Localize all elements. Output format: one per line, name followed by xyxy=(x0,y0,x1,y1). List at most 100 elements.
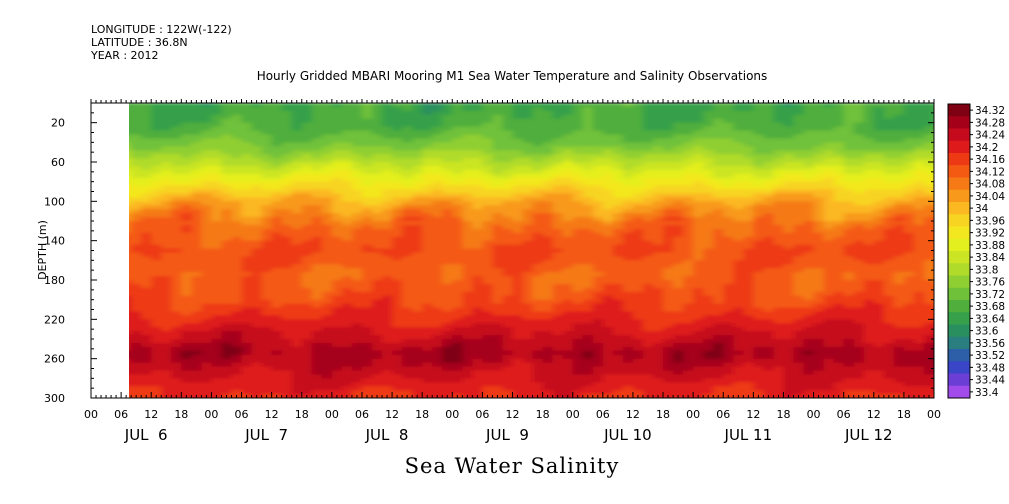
heatmap-cell xyxy=(261,283,273,289)
heatmap-cell xyxy=(512,358,524,364)
heatmap-cell xyxy=(683,299,694,305)
heatmap-cell xyxy=(221,280,233,285)
heatmap-cell xyxy=(733,189,744,195)
heatmap-cell xyxy=(612,303,624,309)
heatmap-cell xyxy=(221,260,233,265)
heatmap-cell xyxy=(492,342,504,348)
heatmap-cell xyxy=(492,126,504,132)
heatmap-cell xyxy=(261,162,273,167)
heatmap-cell xyxy=(392,370,403,375)
heatmap-cell xyxy=(502,378,514,383)
heatmap-cell xyxy=(542,221,554,226)
heatmap-cell xyxy=(472,165,483,171)
heatmap-cell xyxy=(452,295,463,301)
heatmap-cell xyxy=(462,327,473,332)
heatmap-cell xyxy=(412,362,423,368)
heatmap-cell xyxy=(392,122,403,128)
heatmap-cell xyxy=(331,165,343,171)
heatmap-cell xyxy=(392,193,403,198)
heatmap-cell xyxy=(412,103,423,108)
heatmap-cell xyxy=(592,252,604,257)
heatmap-cell xyxy=(673,342,684,348)
heatmap-cell xyxy=(522,114,534,120)
heatmap-cell xyxy=(331,291,343,297)
heatmap-cell xyxy=(532,150,544,155)
heatmap-cell xyxy=(351,169,363,175)
heatmap-cell xyxy=(653,221,664,226)
heatmap-cell xyxy=(743,264,754,269)
heatmap-cell xyxy=(181,181,192,187)
heatmap-cell xyxy=(512,197,524,202)
heatmap-cell xyxy=(341,177,353,183)
heatmap-cell xyxy=(472,366,483,372)
heatmap-cell xyxy=(161,339,172,344)
heatmap-cell xyxy=(713,358,724,364)
heatmap-cell xyxy=(271,240,283,246)
heatmap-cell xyxy=(301,110,313,116)
heatmap-cell xyxy=(642,295,654,301)
heatmap-cell xyxy=(753,283,764,289)
heatmap-cell xyxy=(642,331,654,336)
heatmap-cell xyxy=(131,276,142,281)
heatmap-cell xyxy=(693,248,704,254)
heatmap-cell xyxy=(612,110,624,116)
heatmap-cell xyxy=(129,252,132,257)
heatmap-cell xyxy=(402,295,413,301)
heatmap-cell xyxy=(351,189,363,195)
heatmap-cell xyxy=(723,154,734,159)
heatmap-cell xyxy=(261,248,273,254)
heatmap-cell xyxy=(231,331,243,336)
heatmap-cell xyxy=(713,118,724,124)
heatmap-cell xyxy=(141,173,152,179)
heatmap-cell xyxy=(241,303,253,309)
heatmap-cell xyxy=(572,299,584,305)
heatmap-cell xyxy=(452,319,463,324)
heatmap-cell xyxy=(129,248,132,254)
heatmap-cell xyxy=(673,256,684,261)
heatmap-cell xyxy=(472,130,483,136)
heatmap-cell xyxy=(763,252,775,257)
heatmap-cell xyxy=(382,228,393,234)
heatmap-cell xyxy=(472,370,483,375)
heatmap-cell xyxy=(562,311,574,316)
heatmap-cell xyxy=(261,173,273,179)
heatmap-cell xyxy=(181,291,192,297)
heatmap-cell xyxy=(753,232,764,238)
heatmap-cell xyxy=(532,248,544,254)
heatmap-cell xyxy=(392,276,403,281)
heatmap-cell xyxy=(341,390,353,395)
heatmap-cell xyxy=(151,299,162,305)
heatmap-cell xyxy=(572,114,584,120)
heatmap-cell xyxy=(442,295,453,301)
heatmap-cell xyxy=(331,276,343,281)
heatmap-cell xyxy=(562,339,574,344)
heatmap-cell xyxy=(211,122,223,128)
heatmap-cell xyxy=(512,287,524,293)
heatmap-cell xyxy=(763,138,775,143)
heatmap-cell xyxy=(201,197,213,202)
heatmap-cell xyxy=(392,291,403,297)
heatmap-cell xyxy=(261,311,273,316)
heatmap-cell xyxy=(522,177,534,183)
heatmap-cell xyxy=(221,177,233,183)
heatmap-cell xyxy=(632,268,644,273)
heatmap-cell xyxy=(392,150,403,155)
heatmap-cell xyxy=(392,268,403,273)
heatmap-cell xyxy=(572,193,584,198)
heatmap-cell xyxy=(281,260,293,265)
heatmap-cell xyxy=(693,291,704,297)
heatmap-cell xyxy=(593,398,604,403)
heatmap-cell xyxy=(291,240,303,246)
heatmap-cell xyxy=(271,130,283,136)
heatmap-cell xyxy=(221,158,233,163)
heatmap-cell xyxy=(141,201,152,206)
heatmap-cell xyxy=(512,346,524,352)
heatmap-cell xyxy=(512,283,524,289)
heatmap-cell xyxy=(582,354,594,360)
heatmap-cell xyxy=(713,228,724,234)
heatmap-cell xyxy=(171,342,182,348)
heatmap-cell xyxy=(462,201,473,206)
heatmap-cell xyxy=(733,118,744,124)
heatmap-cell xyxy=(763,382,775,387)
heatmap-cell xyxy=(522,217,534,222)
